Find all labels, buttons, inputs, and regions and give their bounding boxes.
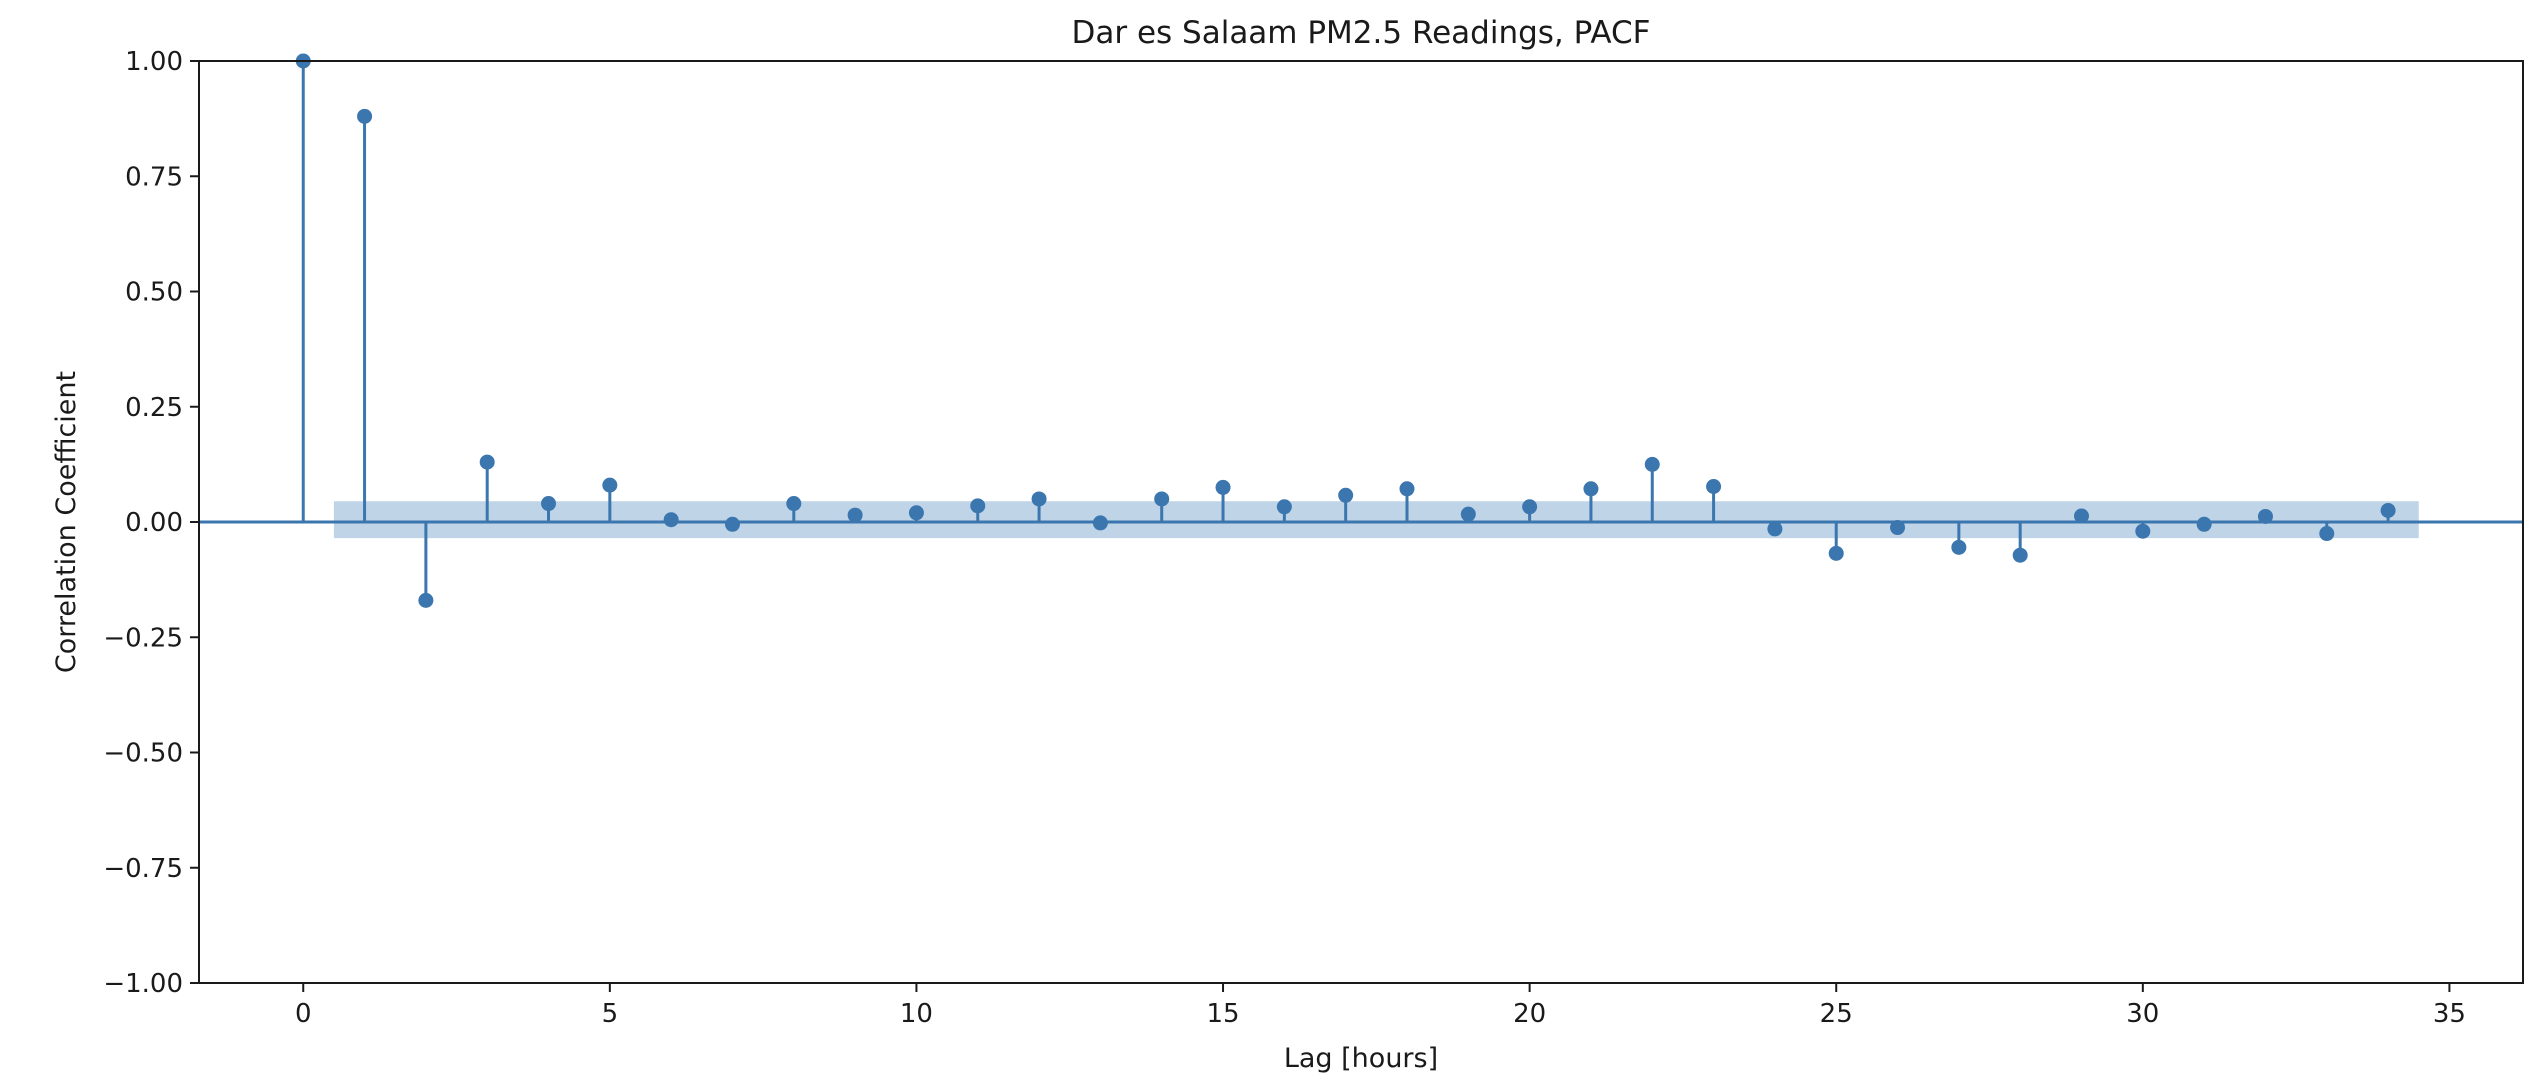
y-axis-label: Correlation Coefficient [51,371,82,673]
confidence-band [333,501,2419,539]
stem-marker-lag-18 [1399,481,1415,497]
stem-marker-lag-29 [2074,508,2090,524]
stem-marker-lag-5 [602,477,618,493]
stem-marker-lag-8 [786,496,802,512]
stem-marker-lag-2 [418,592,434,608]
y-tick-label: 0.00 [125,508,183,538]
x-tick-label: 25 [1820,999,1853,1029]
stem-marker-lag-17 [1338,487,1354,503]
stem-marker-lag-16 [1276,499,1292,515]
stem-marker-lag-24 [1767,521,1783,537]
stem-marker-lag-9 [847,507,863,523]
x-tick-label: 15 [1206,999,1239,1029]
stem-marker-lag-13 [1092,515,1108,531]
stem-marker-lag-4 [541,496,557,512]
stem-marker-lag-21 [1583,481,1599,497]
stem-marker-lag-6 [663,512,679,528]
y-tick-label: −0.50 [103,739,183,769]
x-tick-label: 0 [295,999,312,1029]
y-tick-label: 1.00 [125,47,183,77]
chart-title: Dar es Salaam PM2.5 Readings, PACF [1071,15,1650,51]
stem-marker-lag-10 [908,505,924,521]
y-tick-label: 0.50 [125,278,183,308]
x-axis-label: Lag [hours] [1284,1043,1438,1074]
stem-marker-lag-31 [2196,516,2212,532]
stem-layer [295,53,2396,608]
stem-marker-lag-34 [2380,502,2396,518]
y-tick-label: 0.75 [125,162,183,192]
stem-marker-lag-20 [1522,499,1538,515]
y-tick-label: 0.25 [125,393,183,423]
stem-marker-lag-27 [1951,539,1967,555]
x-tick-label: 35 [2433,999,2466,1029]
x-tick-label: 20 [1513,999,1546,1029]
stem-marker-lag-32 [2257,508,2273,524]
stem-marker-lag-12 [1031,491,1047,507]
stem-marker-lag-15 [1215,479,1231,495]
x-tick-label: 30 [2126,999,2159,1029]
y-tick-label: −0.75 [103,854,183,884]
x-tick-label: 10 [900,999,933,1029]
stem-marker-lag-1 [357,108,373,124]
stem-marker-lag-33 [2319,526,2335,542]
stem-marker-lag-22 [1644,456,1660,472]
x-tick-label: 5 [602,999,619,1029]
stem-marker-lag-14 [1154,491,1170,507]
confidence-band-layer [333,501,2419,539]
x-axis-ticks: 0 5 10 15 20 25 30 35 [295,983,2466,1029]
stem-marker-lag-19 [1460,506,1476,522]
stem-marker-lag-26 [1890,520,1906,536]
stem-marker-lag-7 [724,516,740,532]
stem-marker-lag-25 [1828,545,1844,561]
stem-marker-lag-28 [2012,547,2028,563]
stem-marker-lag-30 [2135,523,2151,539]
y-axis-ticks: 1.00 0.75 0.50 0.25 0.00 −0.25 −0.50 −0.75 −1.00 [103,47,199,999]
stem-marker-lag-23 [1706,479,1722,495]
stem-marker-lag-11 [970,498,986,514]
y-tick-label: −1.00 [103,969,183,999]
y-tick-label: −0.25 [103,623,183,653]
stem-marker-lag-3 [479,454,495,470]
